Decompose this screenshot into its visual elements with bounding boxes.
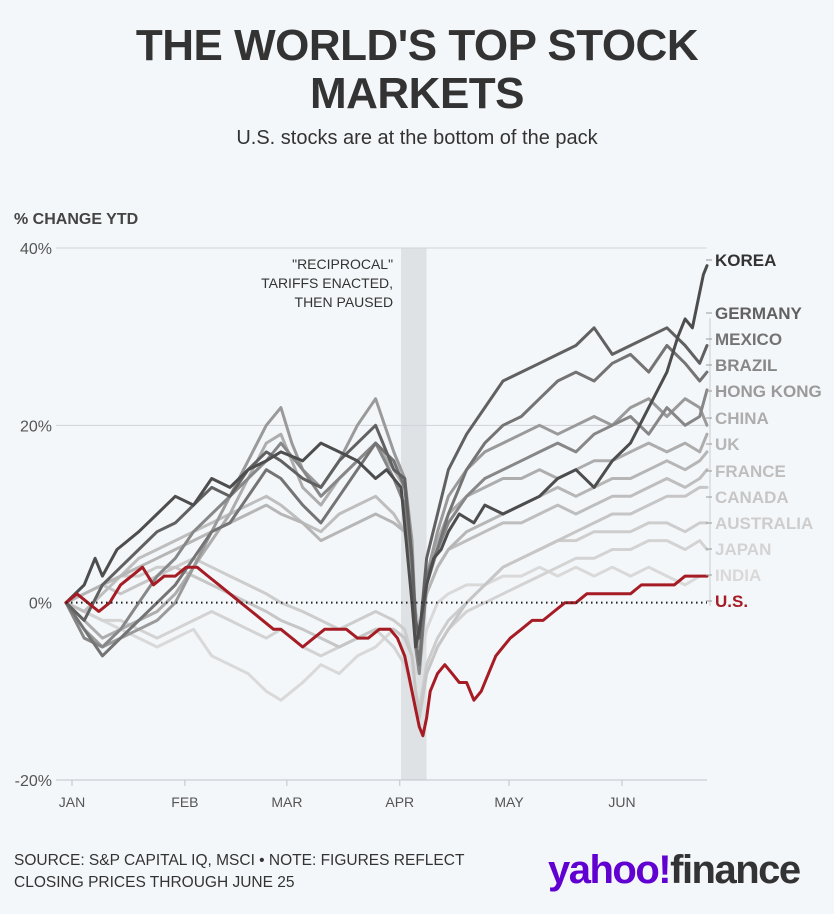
source-line-1: SOURCE: S&P CAPITAL IQ, MSCI • NOTE: FIG… <box>14 852 465 869</box>
legend-label-japan: JAPAN <box>715 540 771 559</box>
logo-mark: ! <box>658 848 671 892</box>
series-line-france <box>64 468 709 640</box>
legend-label-india: INDIA <box>715 566 761 585</box>
x-tick-label-2: MAR <box>271 794 302 810</box>
logo-finance: finance <box>670 848 801 892</box>
legend-label-u-s-: U.S. <box>715 592 748 611</box>
series-line-korea <box>64 264 709 649</box>
source-note: SOURCE: S&P CAPITAL IQ, MSCI • NOTE: FIG… <box>14 850 534 894</box>
annotation-line-2: THEN PAUSED <box>295 294 394 310</box>
x-tick-label-5: JUN <box>608 794 635 810</box>
y-axis-label: % CHANGE YTD <box>14 211 138 228</box>
y-tick-label-2: 0% <box>29 596 52 613</box>
logo-yahoo: yahoo <box>548 848 660 892</box>
legend-label-korea: KOREA <box>715 251 776 270</box>
chart-svg: % CHANGE YTD "RECIPROCAL" TARIFFS ENACTED,… <box>14 211 822 810</box>
y-tick-label-3: -20% <box>15 773 52 790</box>
yahoo-finance-logo: yahoo!finance <box>548 848 801 893</box>
annotation-line-0: "RECIPROCAL" <box>292 256 393 272</box>
chart-title: THE WORLD'S TOP STOCK MARKETS <box>135 21 699 118</box>
legend-label-france: FRANCE <box>715 462 786 481</box>
series-line-canada <box>64 485 709 720</box>
chart-subtitle: U.S. stocks are at the bottom of the pac… <box>236 127 598 149</box>
y-tick-label-0: 40% <box>20 241 52 258</box>
legend-label-canada: CANADA <box>715 488 789 507</box>
annotation-line-1: TARIFFS ENACTED, <box>261 275 393 291</box>
legend-label-hong-kong: HONG KONG <box>715 382 822 401</box>
series-line-germany <box>64 326 709 640</box>
legend-label-germany: GERMANY <box>715 304 803 323</box>
x-tick-label-0: JAN <box>59 794 85 810</box>
legend-label-mexico: MEXICO <box>715 330 782 349</box>
x-tick-label-1: FEB <box>171 794 198 810</box>
legend-label-china: CHINA <box>715 409 769 428</box>
series-line-india <box>64 565 709 702</box>
x-tick-label-3: APR <box>385 794 414 810</box>
y-tick-label-1: 20% <box>20 418 52 435</box>
legend-label-uk: UK <box>715 435 740 454</box>
x-tick-label-4: MAY <box>494 794 524 810</box>
source-line-2: CLOSING PRICES THROUGH JUNE 25 <box>14 874 295 891</box>
series-line-u-s- <box>64 565 709 738</box>
series-line-hong-kong <box>64 397 709 649</box>
legend-label-australia: AUSTRALIA <box>715 514 813 533</box>
legend-label-brazil: BRAZIL <box>715 356 777 375</box>
